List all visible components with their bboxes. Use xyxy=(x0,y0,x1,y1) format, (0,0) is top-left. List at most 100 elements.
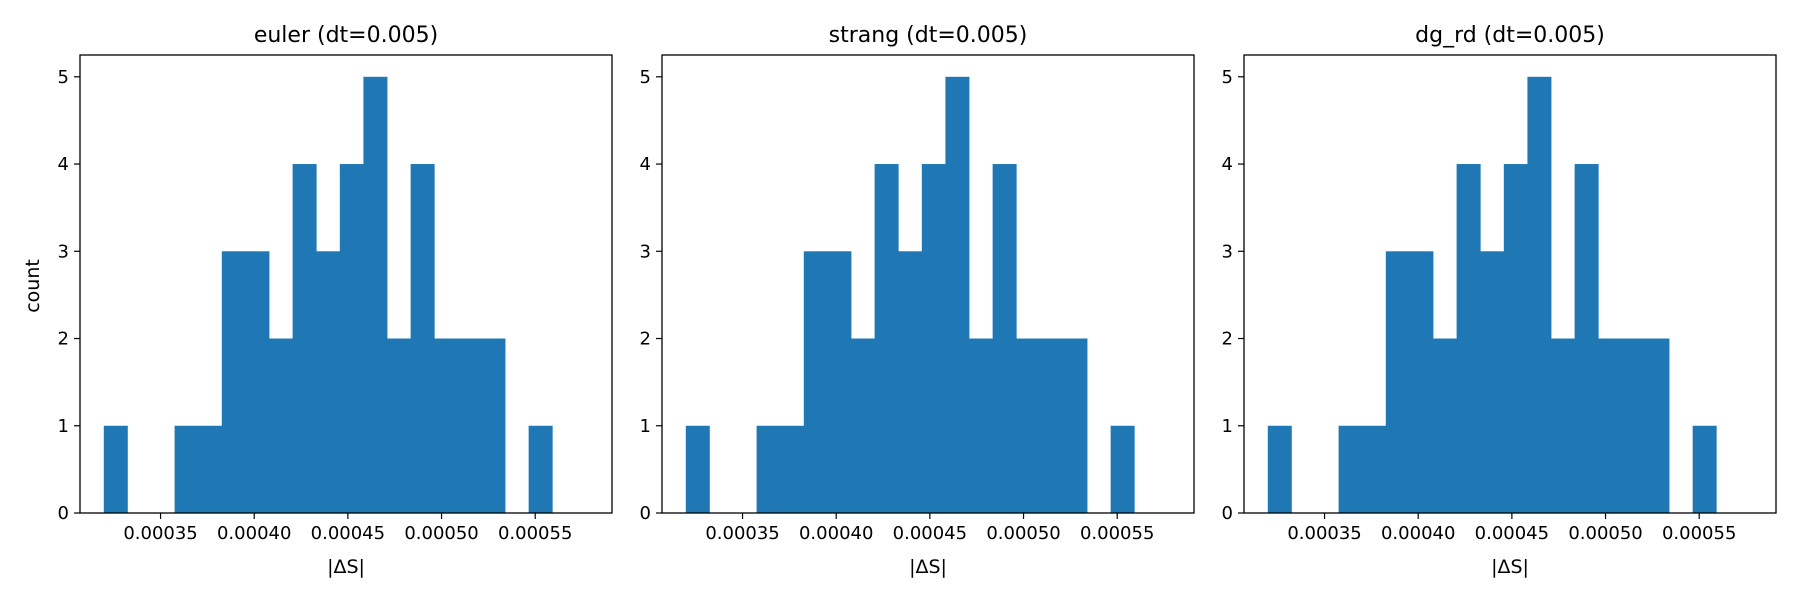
x-axis-label: |ΔS| xyxy=(909,556,947,578)
x-tick-label: 0.00055 xyxy=(1662,523,1736,544)
histogram-bar xyxy=(316,251,341,514)
x-tick-label: 0.00055 xyxy=(1080,523,1154,544)
histogram-bar xyxy=(803,251,828,514)
y-tick-label: 2 xyxy=(1222,329,1233,350)
x-axis-label: |ΔS| xyxy=(327,556,365,578)
x-tick-label: 0.00055 xyxy=(498,523,572,544)
chart-title: dg_rd (dt=0.005) xyxy=(1415,23,1605,48)
histogram-bar xyxy=(1063,338,1088,513)
subplot-euler: euler (dt=0.005) 0.00035 0.00040 0.00045 0.… xyxy=(22,23,613,578)
histogram-bar xyxy=(1551,338,1576,513)
y-tick-label: 0 xyxy=(58,503,69,524)
subplot-dg-rd: dg_rd (dt=0.005) 0.00035 0.00040 0.00045 0.… xyxy=(1222,23,1777,578)
y-tick-label: 5 xyxy=(640,67,651,88)
histogram-bar xyxy=(481,338,506,513)
y-tick-label: 3 xyxy=(1222,241,1233,262)
subplot-strang: strang (dt=0.005) 0.00035 0.00040 0.00045 0… xyxy=(640,23,1195,578)
tick-group: 0.00035 0.00040 0.00045 0.00050 0.00055 0 1 2 3 4… xyxy=(58,67,573,544)
x-tick-label: 0.00045 xyxy=(893,523,967,544)
histogram-bar xyxy=(1621,338,1646,513)
histogram-bar xyxy=(1503,164,1528,514)
chart-title: strang (dt=0.005) xyxy=(829,23,1028,48)
histogram-bar xyxy=(1338,425,1363,513)
y-tick-label: 3 xyxy=(640,241,651,262)
histogram-bar xyxy=(1574,164,1599,514)
histogram-bar xyxy=(685,425,710,513)
histogram-bar xyxy=(756,425,781,513)
histogram-bar xyxy=(245,251,270,514)
histogram-bar xyxy=(874,164,899,514)
x-tick-label: 0.00050 xyxy=(986,523,1060,544)
y-tick-label: 4 xyxy=(1222,154,1233,175)
x-tick-label: 0.00045 xyxy=(1475,523,1549,544)
y-tick-label: 0 xyxy=(1222,503,1233,524)
histogram-bar xyxy=(1409,251,1434,514)
histogram-bar xyxy=(457,338,482,513)
plot-frame xyxy=(661,54,1195,514)
histogram-bar xyxy=(898,251,923,514)
y-tick-label: 1 xyxy=(58,416,69,437)
histogram-bar xyxy=(1456,164,1481,514)
bar-group xyxy=(103,76,553,514)
histogram-bar xyxy=(221,251,246,514)
y-tick-label: 5 xyxy=(58,67,69,88)
histogram-bar xyxy=(921,164,946,514)
histogram-bar xyxy=(269,338,294,513)
y-tick-label: 4 xyxy=(640,154,651,175)
tick-group: 0.00035 0.00040 0.00045 0.00050 0.00055 0 1 2 3 4… xyxy=(640,67,1155,544)
histogram-bar xyxy=(174,425,199,513)
histogram-bar xyxy=(1433,338,1458,513)
bar-group xyxy=(1267,76,1717,514)
x-tick-label: 0.00045 xyxy=(311,523,385,544)
histogram-bar xyxy=(851,338,876,513)
histogram-bar xyxy=(992,164,1017,514)
histogram-bar xyxy=(945,76,970,513)
histogram-bar xyxy=(1598,338,1623,513)
plot-frame xyxy=(79,54,613,514)
histogram-bar xyxy=(1267,425,1292,513)
y-tick-label: 5 xyxy=(1222,67,1233,88)
x-axis-label: |ΔS| xyxy=(1491,556,1529,578)
chart-title: euler (dt=0.005) xyxy=(254,23,438,48)
histogram-bar xyxy=(1039,338,1064,513)
x-tick-label: 0.00050 xyxy=(1568,523,1642,544)
histogram-bar xyxy=(1016,338,1041,513)
x-tick-label: 0.00040 xyxy=(217,523,291,544)
y-tick-label: 1 xyxy=(1222,416,1233,437)
histogram-bar xyxy=(339,164,364,514)
histogram-bar xyxy=(363,76,388,513)
x-tick-label: 0.00035 xyxy=(123,523,197,544)
y-tick-label: 1 xyxy=(640,416,651,437)
x-tick-label: 0.00035 xyxy=(705,523,779,544)
histogram-bar xyxy=(1480,251,1505,514)
y-tick-label: 0 xyxy=(640,503,651,524)
y-tick-label: 2 xyxy=(58,329,69,350)
histogram-bar xyxy=(198,425,223,513)
histogram-bar xyxy=(434,338,459,513)
histogram-bar xyxy=(1527,76,1552,513)
bar-group xyxy=(685,76,1135,514)
histogram-bar xyxy=(1645,338,1670,513)
x-tick-label: 0.00035 xyxy=(1287,523,1361,544)
tick-group: 0.00035 0.00040 0.00045 0.00050 0.00055 0 1 2 3 4… xyxy=(1222,67,1737,544)
x-tick-label: 0.00040 xyxy=(799,523,873,544)
histogram-bar xyxy=(780,425,805,513)
y-axis-label: count xyxy=(22,259,44,313)
x-tick-label: 0.00050 xyxy=(404,523,478,544)
histogram-bar xyxy=(103,425,128,513)
histogram-bar xyxy=(1362,425,1387,513)
histogram-bar xyxy=(969,338,994,513)
x-tick-label: 0.00040 xyxy=(1381,523,1455,544)
histogram-bar xyxy=(1110,425,1135,513)
histogram-bar xyxy=(827,251,852,514)
y-tick-label: 4 xyxy=(58,154,69,175)
y-tick-label: 3 xyxy=(58,241,69,262)
plot-frame xyxy=(1243,54,1777,514)
histogram-bar xyxy=(528,425,553,513)
histogram-bar xyxy=(1385,251,1410,514)
y-tick-label: 2 xyxy=(640,329,651,350)
histogram-bar xyxy=(1692,425,1717,513)
histogram-bar xyxy=(410,164,435,514)
histogram-bar xyxy=(292,164,317,514)
